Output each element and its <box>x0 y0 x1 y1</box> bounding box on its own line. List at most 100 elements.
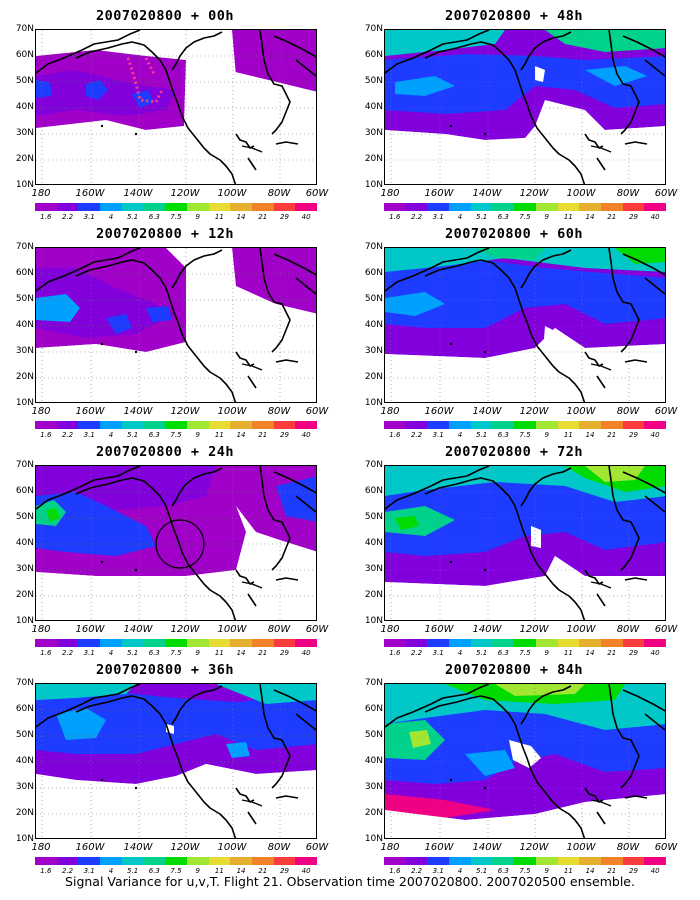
colorbar-swatch <box>100 203 122 211</box>
colorbar <box>384 639 666 647</box>
colorbar-label: 4 <box>457 649 463 657</box>
latitude-label: 30N <box>364 128 383 138</box>
longitude-label: 180 <box>31 842 51 853</box>
latitude-label: 10N <box>364 834 383 844</box>
figure-caption: Signal Variance for u,v,T. Flight 21. Ob… <box>65 874 635 889</box>
longitude-label: 180 <box>31 624 51 635</box>
colorbar-swatch <box>384 203 406 211</box>
colorbar-swatch <box>121 421 144 429</box>
colorbar-label: 7.5 <box>519 431 531 439</box>
colorbar-label: 6.3 <box>497 867 509 875</box>
colorbar-swatch <box>405 639 428 647</box>
colorbar-label: 29 <box>279 431 289 439</box>
colorbar-swatch <box>121 857 144 865</box>
latitude-label: 30N <box>15 128 34 138</box>
colorbar-label: 11 <box>563 431 573 439</box>
latitude-label: 20N <box>364 808 383 818</box>
colorbar-label: 40 <box>650 213 660 221</box>
latitude-label: 20N <box>15 154 34 164</box>
colorbar-label: 9 <box>195 431 200 439</box>
longitude-label: 60W <box>654 188 678 199</box>
map-plot <box>35 465 317 621</box>
colorbar-swatch <box>405 421 428 429</box>
latitude-label: 20N <box>15 372 34 382</box>
longitude-label: 80W <box>267 406 291 417</box>
colorbar-label: 21 <box>258 867 268 875</box>
latitude-label: 60N <box>364 50 383 60</box>
latitude-label: 60N <box>15 268 34 278</box>
colorbar-label: 2.2 <box>61 867 74 875</box>
colorbar-swatch <box>514 203 536 211</box>
colorbar-swatch <box>492 639 515 647</box>
colorbar-swatch <box>470 857 493 865</box>
panel-title: 2007020800 + 12h <box>95 226 235 242</box>
latitude-label: 30N <box>364 564 383 574</box>
longitude-label: 100W <box>217 188 247 199</box>
latitude-label: 30N <box>15 346 34 356</box>
colorbar-label: 3.1 <box>432 649 444 657</box>
colorbar-swatch <box>35 639 57 647</box>
latitude-label: 20N <box>364 590 383 600</box>
colorbar-swatch <box>535 857 558 865</box>
longitude-label: 140W <box>472 624 502 635</box>
longitude-label: 120W <box>170 188 200 199</box>
colorbar-swatch <box>78 203 101 211</box>
colorbar-label: 21 <box>607 867 617 875</box>
longitude-label: 160W <box>75 624 105 635</box>
colorbar-swatch <box>449 203 471 211</box>
colorbar-label: 3.1 <box>83 867 95 875</box>
colorbar-swatch <box>186 203 209 211</box>
longitude-label: 180 <box>31 406 51 417</box>
colorbar-label: 9 <box>544 431 549 439</box>
latitude-label: 30N <box>15 564 34 574</box>
colorbar-swatch <box>579 421 601 429</box>
colorbar-label: 3.1 <box>83 213 95 221</box>
longitude-label: 120W <box>170 406 200 417</box>
colorbar-label: 6.3 <box>148 649 160 657</box>
panel-title: 2007020800 + 60h <box>444 226 584 242</box>
colorbar-swatch <box>143 857 166 865</box>
colorbar-label: 7.5 <box>519 213 531 221</box>
colorbar-label: 2.2 <box>410 431 423 439</box>
latitude-label: 40N <box>15 102 34 112</box>
panel-title: 2007020800 + 36h <box>95 662 235 678</box>
latitude-label: 20N <box>364 372 383 382</box>
latitude-label: 40N <box>364 102 383 112</box>
colorbar-swatch <box>384 421 406 429</box>
latitude-label: 60N <box>15 50 34 60</box>
colorbar-swatch <box>449 639 471 647</box>
colorbar-swatch <box>449 421 471 429</box>
colorbar-swatch <box>535 421 558 429</box>
latitude-label: 40N <box>364 756 383 766</box>
colorbar-label: 29 <box>279 649 289 657</box>
colorbar-label: 7.5 <box>519 649 531 657</box>
longitude-label: 180 <box>380 624 400 635</box>
colorbar-label: 11 <box>214 867 224 875</box>
colorbar-swatch <box>644 639 666 647</box>
longitude-label: 140W <box>472 188 502 199</box>
colorbar-swatch <box>56 203 79 211</box>
colorbar-swatch <box>405 857 428 865</box>
colorbar-swatch <box>100 421 122 429</box>
colorbar-label: 7.5 <box>170 649 182 657</box>
colorbar-label: 11 <box>214 431 224 439</box>
longitude-label: 140W <box>123 406 153 417</box>
colorbar-label: 4 <box>108 649 114 657</box>
latitude-label: 10N <box>364 616 383 626</box>
longitude-label: 80W <box>616 188 640 199</box>
colorbar-swatch <box>251 203 274 211</box>
colorbar-swatch <box>600 857 623 865</box>
latitude-label: 60N <box>15 704 34 714</box>
colorbar-swatch <box>143 421 166 429</box>
colorbar-label: 3.1 <box>432 867 444 875</box>
colorbar-swatch <box>35 203 57 211</box>
latitude-label: 10N <box>15 180 34 190</box>
colorbar-swatch <box>35 857 57 865</box>
latitude-label: 40N <box>364 320 383 330</box>
colorbar-label: 21 <box>258 649 268 657</box>
colorbar-swatch <box>251 857 274 865</box>
latitude-label: 50N <box>15 294 34 304</box>
map-panel: 2007020800 + 60h 70N 60N 50N 40N 30N 20N 10N 180… <box>349 226 679 441</box>
map-panel: 2007020800 + 00h 70N 60N 50N 40N 30N 20N 10N 180… <box>0 8 330 223</box>
colorbar-label: 2.2 <box>61 649 74 657</box>
